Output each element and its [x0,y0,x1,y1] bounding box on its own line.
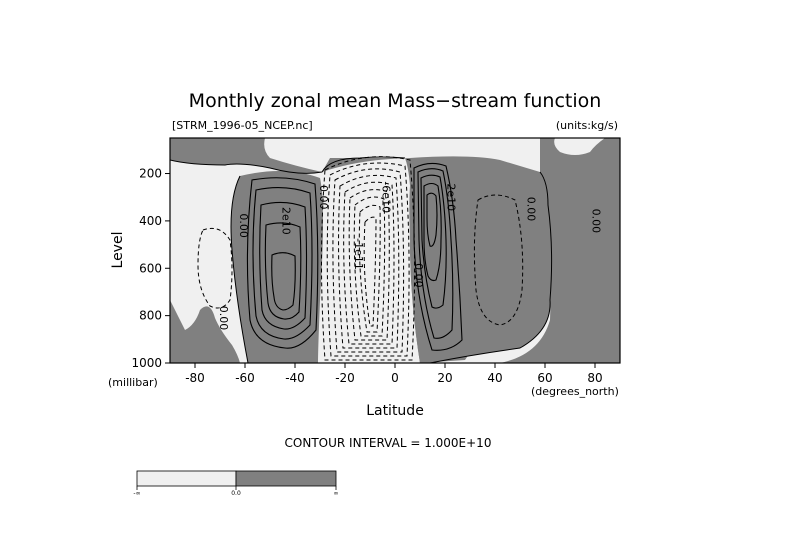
northern-cell-contours [413,162,463,351]
southern-cell-contours [246,177,319,349]
x-tick-label: 0 [391,371,399,385]
file-label: [STRM_1996-05_NCEP.nc] [172,119,313,132]
colorbar-segment-negative [136,470,237,487]
contour-label: 0.00 [317,185,330,210]
contour-interval-text: CONTOUR INTERVAL = 1.000E+10 [285,436,492,450]
central-cell-contours [321,156,416,361]
contour-labels: 2e10 -1e11 -6e10 2e10 0.00 0.00 0.00 0.00 0.00 0.… [217,181,603,330]
x-axis-label: Latitude [366,403,424,419]
contour-label: 0.00 [217,306,230,331]
x-axis: -80 -60 -40 -20 0 20 40 60 80 [185,363,603,385]
x-tick-label: -80 [185,371,205,385]
y-tick-label: 1000 [131,356,162,370]
plot-area: 2e10 -1e11 -6e10 2e10 0.00 0.00 0.00 0.00 0.00 0.… [170,138,620,363]
zero-contours [170,156,553,363]
x-tick-label: -40 [285,371,305,385]
contour-label: 0.00 [412,263,425,288]
x-unit-label: (degrees_north) [531,385,619,398]
y-axis-label: Level [110,232,126,269]
positive-right-region [500,138,620,363]
y-unit-label: (millibar) [108,376,158,389]
x-tick-label: 40 [487,371,502,385]
units-label: (units:kg/s) [556,119,618,132]
y-tick-label: 600 [139,261,162,275]
positive-southwest-region [170,300,240,363]
colorbar-segment-positive [235,470,337,487]
colorbar: -∞ 0.0 ∞ [133,470,339,497]
x-tick-label: 60 [537,371,552,385]
y-axis: 200 400 600 800 1000 [131,167,170,370]
contour-label: -1e11 [352,238,365,270]
y-tick-label: 200 [139,167,162,181]
contour-label: 2e10 [445,183,458,211]
contour-label: 0.00 [525,197,538,222]
colorbar-label-pos-inf: ∞ [334,490,339,497]
colorbar-label-zero: 0.0 [231,490,241,497]
chart-title: Monthly zonal mean Mass−stream function [189,90,602,112]
x-tick-label: -60 [235,371,255,385]
y-tick-label: 800 [139,309,162,323]
positive-cell-south [231,170,323,363]
positive-cell-north [409,162,474,363]
contour-label: 0.00 [237,213,250,238]
contour-label: 0.00 [590,209,603,234]
secondary-negative-contours [197,194,524,326]
northern-negative-contour [473,194,524,326]
x-tick-label: 20 [437,371,452,385]
contour-label: -6e10 [380,181,393,213]
southern-negative-contour [197,227,233,309]
x-tick-label: 80 [587,371,602,385]
colorbar-label-neg-inf: -∞ [133,490,140,497]
y-tick-label: 400 [139,214,162,228]
contour-label: 2e10 [280,207,293,235]
x-tick-label: -20 [335,371,355,385]
